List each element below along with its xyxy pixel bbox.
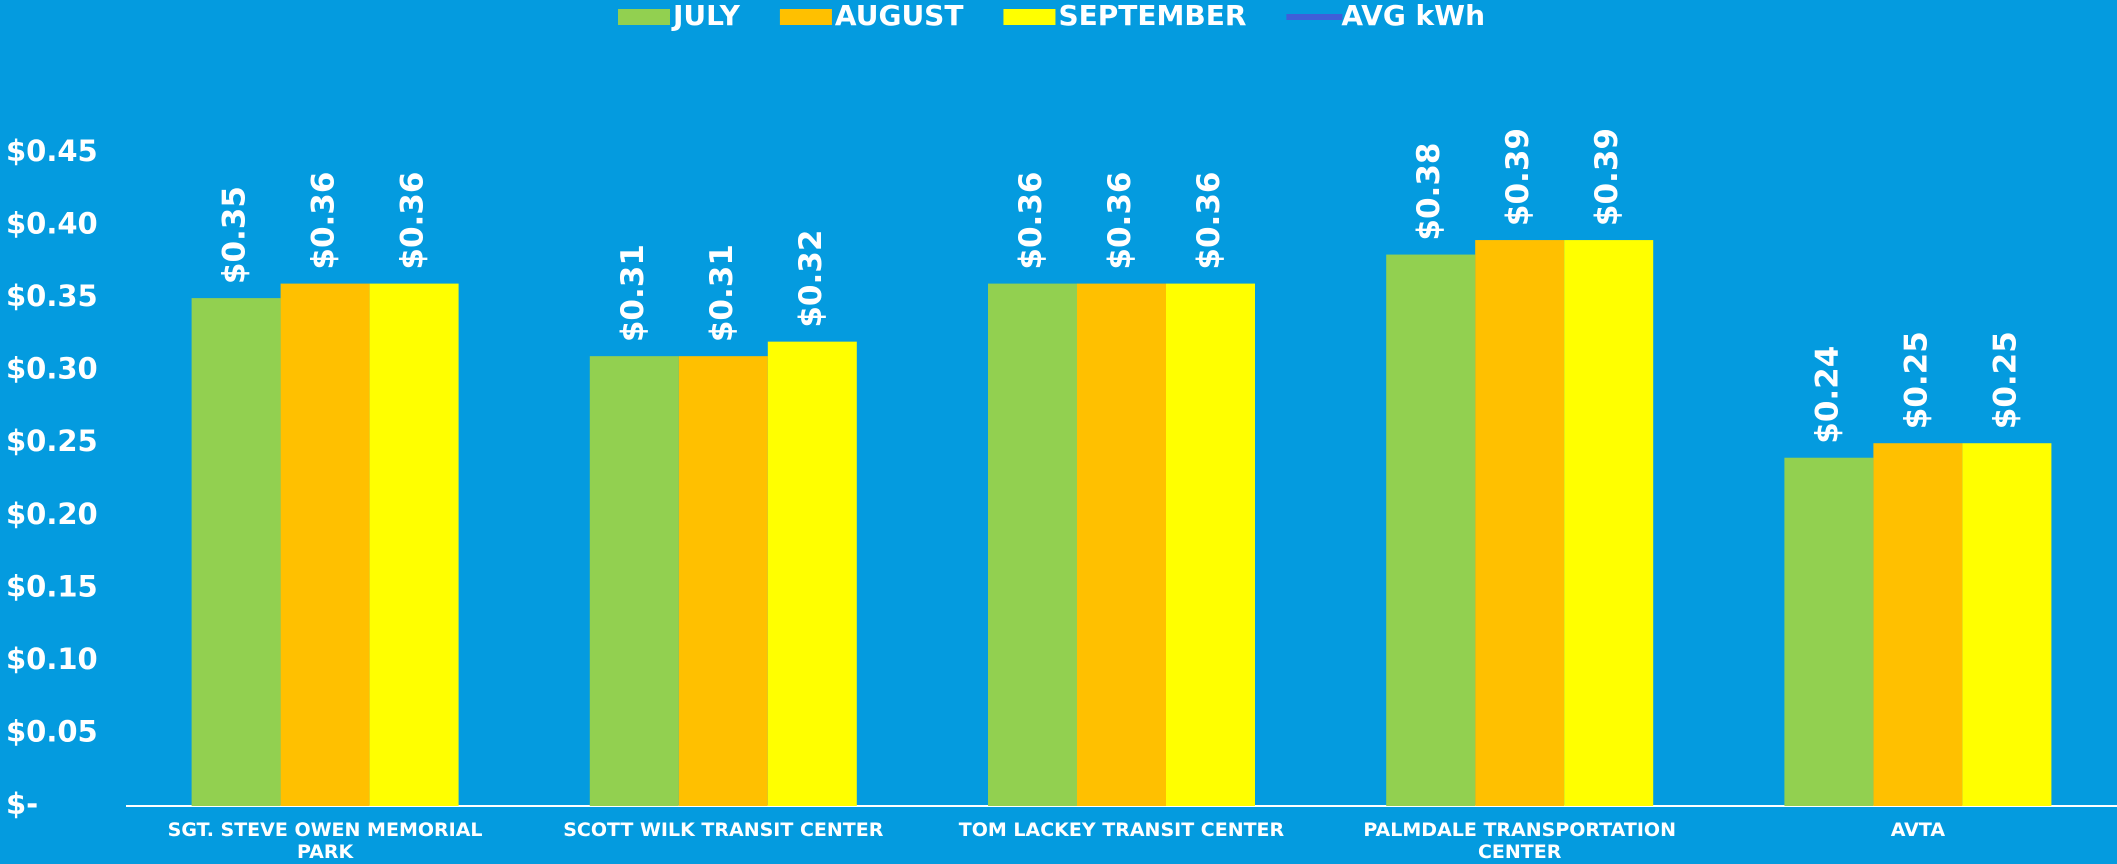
data-label: $0.35 [217,186,253,284]
bar [767,341,857,806]
y-tick-label: $0.15 [6,569,98,603]
x-tick-label: SCOTT WILK TRANSIT CENTER [563,819,884,841]
x-tick-label: PALMDALE TRANSPORTATION CENTER [1363,819,1676,863]
bar [1166,283,1255,807]
bar [1564,240,1654,807]
y-tick-label: $0.30 [6,352,98,386]
data-label: $0.32 [793,230,829,328]
y-tick-label: $- [6,787,38,821]
bar [191,298,281,806]
y-tick-label: $0.40 [6,207,98,241]
data-label: $0.25 [1898,331,1934,429]
x-tick-label: AVTA [1890,819,1946,841]
data-label: $0.36 [1191,172,1227,270]
legend-label: SEPTEMBER [1058,0,1246,32]
legend-swatch [779,9,832,25]
bar [678,356,768,806]
y-tick-label: $0.45 [6,134,98,168]
y-tick-label: $0.20 [6,497,98,531]
y-tick-label: $0.25 [6,424,98,458]
bar [1077,283,1166,807]
y-tick-label: $0.10 [6,642,98,676]
y-tick-label: $0.05 [6,714,98,748]
legend-label: AUGUST [835,0,964,32]
bar [1475,240,1565,807]
legend-swatch [618,9,670,25]
bar [1386,254,1476,807]
legend-swatch [1003,9,1056,25]
data-label: $0.31 [615,244,651,342]
bar [1962,443,2052,806]
data-label: $0.31 [704,244,740,342]
bar [1873,443,1963,806]
bar [589,356,679,806]
data-label: $0.38 [1411,143,1447,241]
bar [280,283,370,807]
bar [988,283,1077,807]
legend-label: JULY [671,0,741,32]
bar [369,283,459,807]
data-label: $0.36 [395,172,431,270]
data-label: $0.36 [1013,172,1049,270]
data-label: $0.39 [1589,128,1625,226]
x-tick-label: SGT. STEVE OWEN MEMORIAL PARK [167,819,483,863]
data-label: $0.25 [1987,331,2023,429]
data-label: $0.36 [1102,172,1138,270]
y-tick-label: $0.35 [6,279,98,313]
bar [1784,457,1874,806]
legend-label: AVG kWh [1341,0,1485,32]
data-label: $0.36 [306,172,342,270]
data-label: $0.24 [1809,346,1845,444]
data-label: $0.39 [1500,128,1536,226]
x-tick-label: TOM LACKEY TRANSIT CENTER [958,819,1285,841]
